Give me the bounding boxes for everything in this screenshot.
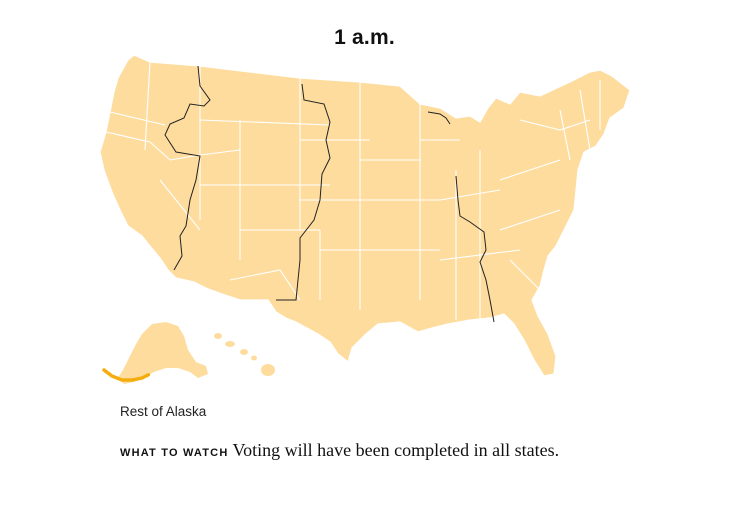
central-eastern-line bbox=[427, 111, 451, 125]
lower-48-states bbox=[99, 54, 631, 377]
us-land bbox=[99, 54, 631, 384]
hawaii bbox=[214, 333, 275, 376]
map-title: 1 a.m. bbox=[334, 26, 395, 49]
state-borders bbox=[105, 61, 601, 320]
alaska bbox=[118, 322, 208, 384]
what-to-watch-text: Voting will have been completed in all s… bbox=[232, 440, 560, 460]
what-to-watch-kicker: WHAT TO WATCH bbox=[120, 447, 229, 459]
central-eastern-line-south bbox=[455, 175, 495, 323]
highlighted-region-caption: Rest of Alaska bbox=[120, 404, 207, 419]
pacific-mountain-line bbox=[164, 65, 211, 271]
mountain-central-line bbox=[276, 83, 331, 301]
rest-of-alaska-highlight bbox=[102, 368, 152, 382]
timezone-lines bbox=[164, 65, 495, 323]
what-to-watch-note: WHAT TO WATCH Voting will have been compl… bbox=[120, 437, 600, 467]
